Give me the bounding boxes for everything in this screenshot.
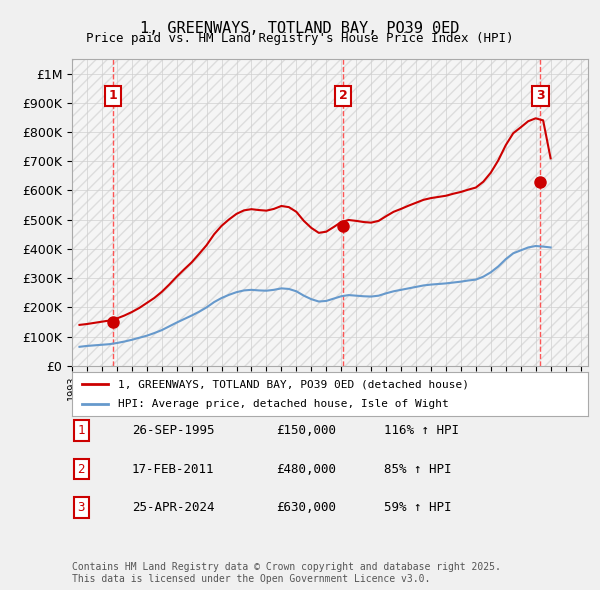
Text: 116% ↑ HPI: 116% ↑ HPI [384,424,459,437]
Text: 59% ↑ HPI: 59% ↑ HPI [384,501,452,514]
Text: 25-APR-2024: 25-APR-2024 [132,501,215,514]
Text: £630,000: £630,000 [276,501,336,514]
Text: HPI: Average price, detached house, Isle of Wight: HPI: Average price, detached house, Isle… [118,399,449,408]
Text: 2: 2 [339,89,347,102]
Text: 1, GREENWAYS, TOTLAND BAY, PO39 0ED (detached house): 1, GREENWAYS, TOTLAND BAY, PO39 0ED (det… [118,379,469,389]
Text: 1: 1 [109,89,118,102]
Text: Price paid vs. HM Land Registry's House Price Index (HPI): Price paid vs. HM Land Registry's House … [86,32,514,45]
Text: Contains HM Land Registry data © Crown copyright and database right 2025.
This d: Contains HM Land Registry data © Crown c… [72,562,501,584]
Text: 1: 1 [77,424,85,437]
Text: £150,000: £150,000 [276,424,336,437]
Text: 17-FEB-2011: 17-FEB-2011 [132,463,215,476]
Text: 85% ↑ HPI: 85% ↑ HPI [384,463,452,476]
Text: 3: 3 [77,501,85,514]
Text: 2: 2 [77,463,85,476]
Text: 26-SEP-1995: 26-SEP-1995 [132,424,215,437]
Text: £480,000: £480,000 [276,463,336,476]
Text: 1, GREENWAYS, TOTLAND BAY, PO39 0ED: 1, GREENWAYS, TOTLAND BAY, PO39 0ED [140,21,460,35]
Text: 3: 3 [536,89,545,102]
